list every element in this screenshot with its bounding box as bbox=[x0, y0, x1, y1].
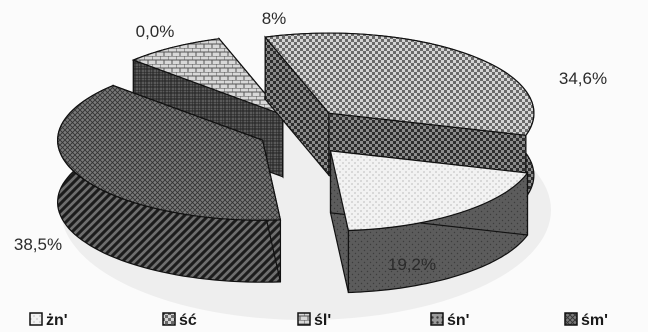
legend-label: śm' bbox=[581, 312, 608, 329]
slice-sl bbox=[131, 37, 285, 179]
slice-top bbox=[329, 150, 529, 232]
legend-swatch bbox=[162, 312, 176, 326]
legend-label: śn' bbox=[447, 312, 469, 329]
legend-item-sc: ść bbox=[162, 312, 197, 329]
legend-swatch bbox=[29, 312, 43, 326]
data-label-sl: 8% bbox=[262, 9, 287, 28]
data-label-zn: 19,2% bbox=[388, 255, 436, 274]
legend-swatch bbox=[297, 312, 311, 326]
legend-item-sl: śl' bbox=[297, 312, 331, 329]
legend-item-sn: śn' bbox=[430, 312, 469, 329]
slice-top bbox=[264, 32, 535, 136]
slice-zn bbox=[329, 150, 529, 294]
legend-swatch bbox=[430, 312, 444, 326]
data-label-sm: 38,5% bbox=[14, 235, 62, 254]
legend-label: śl' bbox=[314, 312, 331, 329]
slice-sm bbox=[56, 84, 282, 283]
legend-label: żn' bbox=[46, 312, 68, 329]
legend-item-sm: śm' bbox=[564, 312, 608, 329]
legend-swatch bbox=[564, 312, 578, 326]
slice-top bbox=[57, 84, 282, 221]
data-label-sc: 34,6% bbox=[559, 69, 607, 88]
legend-item-zn: żn' bbox=[29, 312, 68, 329]
legend-label: ść bbox=[179, 312, 197, 329]
data-label-sn: 0,0% bbox=[136, 22, 175, 41]
slice-top bbox=[131, 38, 285, 117]
